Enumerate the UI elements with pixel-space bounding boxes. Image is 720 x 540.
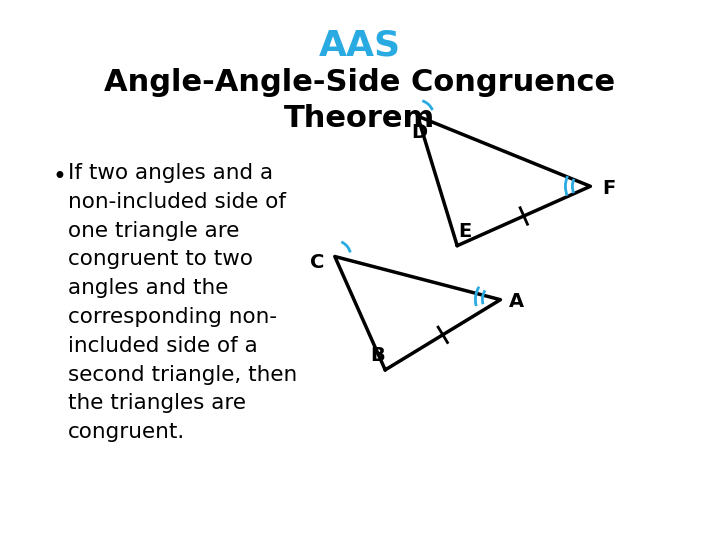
Text: C: C	[310, 253, 324, 272]
Text: A: A	[509, 292, 524, 311]
Text: E: E	[459, 222, 472, 241]
Text: •: •	[52, 165, 66, 189]
Text: F: F	[602, 179, 615, 198]
Text: D: D	[412, 123, 428, 141]
Text: AAS: AAS	[319, 28, 401, 62]
Text: Theorem: Theorem	[284, 104, 436, 133]
Text: Angle-Angle-Side Congruence: Angle-Angle-Side Congruence	[104, 68, 616, 97]
Text: If two angles and a
non-included side of
one triangle are
congruent to two
angle: If two angles and a non-included side of…	[68, 163, 297, 442]
Text: B: B	[370, 346, 384, 366]
